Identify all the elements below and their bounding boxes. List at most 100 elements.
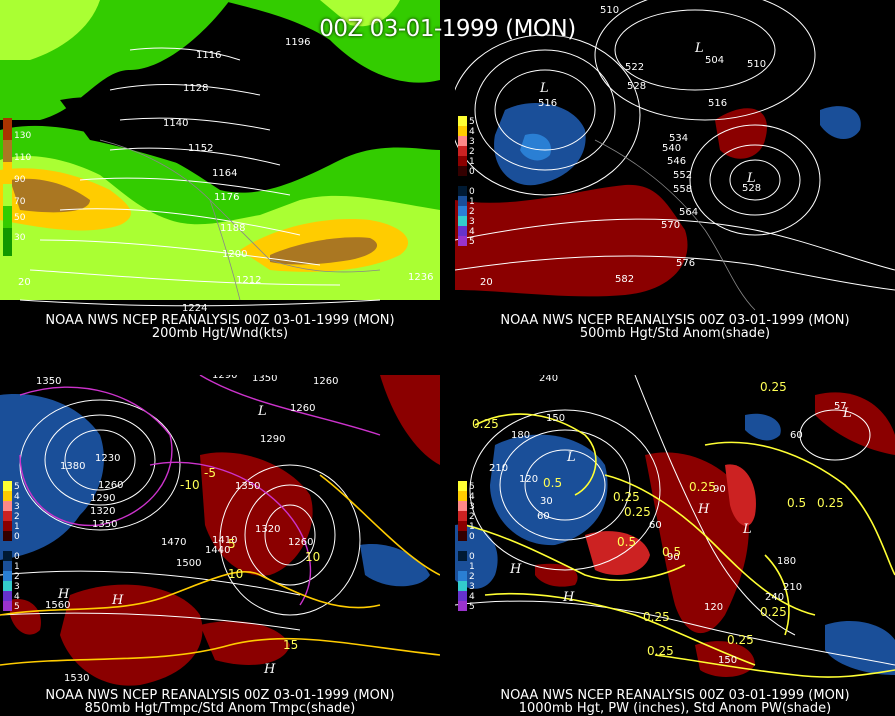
contour-label: 210	[489, 463, 508, 474]
contour-label: 1212	[236, 275, 261, 286]
legend-label: 4	[469, 492, 475, 502]
contour-label: 180	[777, 556, 796, 567]
contour-label: 540	[662, 143, 681, 154]
pw-label: 0.25	[727, 633, 754, 647]
lon-label: 20	[18, 277, 31, 288]
caption-line2: 850mb Hgt/Tmpc/Std Anom Tmpc(shade)	[84, 701, 356, 716]
panel-850mb: 1350 1290 1350 1260 1380 1230 1260 1290 …	[0, 375, 440, 715]
legend-label: 0	[469, 187, 475, 197]
contour-label: 1260	[98, 480, 123, 491]
pw-label: 0.5	[662, 545, 681, 559]
legend-label: 3	[14, 502, 20, 512]
contour-label: 546	[667, 156, 686, 167]
contour-label: 120	[519, 474, 538, 485]
contour-label: 1260	[313, 376, 338, 387]
map-1000mb: 240 150 180 210 120 30 60 90 120 60 90 1…	[455, 375, 895, 715]
contour-label: 1350	[92, 519, 117, 530]
pw-label: 0.25	[472, 417, 499, 431]
caption-line2: 200mb Hgt/Wnd(kts)	[151, 326, 289, 341]
contour-label: 120	[704, 602, 723, 613]
contour-label: 1128	[183, 83, 208, 94]
legend-label: 50	[14, 213, 26, 223]
high-marker: H	[111, 593, 124, 608]
pw-label: 0.25	[689, 480, 716, 494]
legend-label: 30	[14, 233, 26, 243]
contour-label: 570	[661, 220, 680, 231]
temp-label: -5	[204, 466, 216, 480]
pw-label: 0.25	[647, 644, 674, 658]
legend-label: 2	[14, 512, 20, 522]
legend-label: 2	[469, 147, 475, 157]
legend-label: 0	[14, 552, 20, 562]
contour-label: 1560	[45, 600, 70, 611]
panel-500mb: 510 522 528 504 510 516 534 540 546 552 …	[455, 0, 895, 340]
contour-label: 60	[537, 511, 550, 522]
contour-label: 1290	[90, 493, 115, 504]
legend-label: 5	[14, 602, 20, 612]
temp-label: -10	[180, 478, 200, 492]
contour-label: 552	[673, 170, 692, 181]
legend-label: 5	[469, 117, 475, 127]
contour-label: 1236	[408, 272, 433, 283]
contour-label: 1224	[182, 303, 207, 314]
legend-label: 4	[14, 592, 20, 602]
legend-label: 3	[469, 217, 475, 227]
contour-label: 582	[615, 274, 634, 285]
contour-label: 516	[708, 98, 727, 109]
contour-label: 1176	[214, 192, 239, 203]
contour-label: 180	[511, 430, 530, 441]
legend-label: 5	[469, 482, 475, 492]
high-marker: H	[263, 662, 276, 677]
contour-label: 1152	[188, 143, 213, 154]
legend-500mb: 5 4 3 2 1 0 0 1 2 3 4 5	[458, 116, 475, 247]
pw-label: 0.25	[613, 490, 640, 504]
legend-label: 0	[469, 167, 475, 177]
legend-label: 2	[469, 512, 475, 522]
contour-label: 1470	[161, 537, 186, 548]
contour-label: 1164	[212, 168, 237, 179]
legend-label: 5	[14, 482, 20, 492]
contour-label: 516	[538, 98, 557, 109]
temp-label: 10	[228, 567, 243, 581]
pw-label: 0.5	[543, 476, 562, 490]
panel-1000mb: 240 150 180 210 120 30 60 90 120 60 90 1…	[455, 375, 895, 715]
contour-label: 1188	[220, 223, 245, 234]
legend-label: 130	[14, 131, 31, 141]
contour-label: 60	[790, 430, 803, 441]
lon-label: 20	[480, 277, 493, 288]
contour-label: 1230	[95, 453, 120, 464]
map-500mb: 510 522 528 504 510 516 534 540 546 552 …	[455, 0, 895, 340]
legend-label: 2	[469, 207, 475, 217]
caption-line1: NOAA NWS NCEP REANALYSIS 00Z 03-01-1999 …	[500, 313, 850, 328]
legend-label: 3	[469, 502, 475, 512]
contour-label: 57	[834, 401, 847, 412]
contour-label: 1116	[196, 50, 221, 61]
pw-label: 0.5	[787, 496, 806, 510]
map-850mb: 1350 1290 1350 1260 1380 1230 1260 1290 …	[0, 375, 440, 715]
pw-label: 0.5	[617, 535, 636, 549]
contour-label: 1196	[285, 37, 310, 48]
contour-label: 1290	[212, 375, 237, 381]
contour-label: 534	[669, 133, 688, 144]
contour-label: 510	[747, 59, 766, 70]
contour-label: 1260	[290, 403, 315, 414]
map-200mb: 1116 1128 1140 1152 1164 1176 1188 1200 …	[0, 0, 440, 340]
legend-label: 4	[14, 492, 20, 502]
legend-label: 5	[469, 602, 475, 612]
low-marker: L	[257, 404, 267, 419]
temp-label: 10	[305, 550, 320, 564]
pw-label: 0.25	[643, 610, 670, 624]
contour-label: 558	[673, 184, 692, 195]
legend-label: 110	[14, 153, 31, 163]
contour-label: 1380	[60, 461, 85, 472]
contour-label: 150	[546, 413, 565, 424]
contour-label: 1320	[90, 506, 115, 517]
pw-label: 0.25	[817, 496, 844, 510]
contour-label: 1140	[163, 118, 188, 129]
contour-label: 1440	[205, 545, 230, 556]
contour-label: 210	[783, 582, 802, 593]
contour-label: 522	[625, 62, 644, 73]
legend-label: 2	[14, 572, 20, 582]
temp-label: 15	[283, 638, 298, 652]
legend-label: 1	[14, 522, 20, 532]
